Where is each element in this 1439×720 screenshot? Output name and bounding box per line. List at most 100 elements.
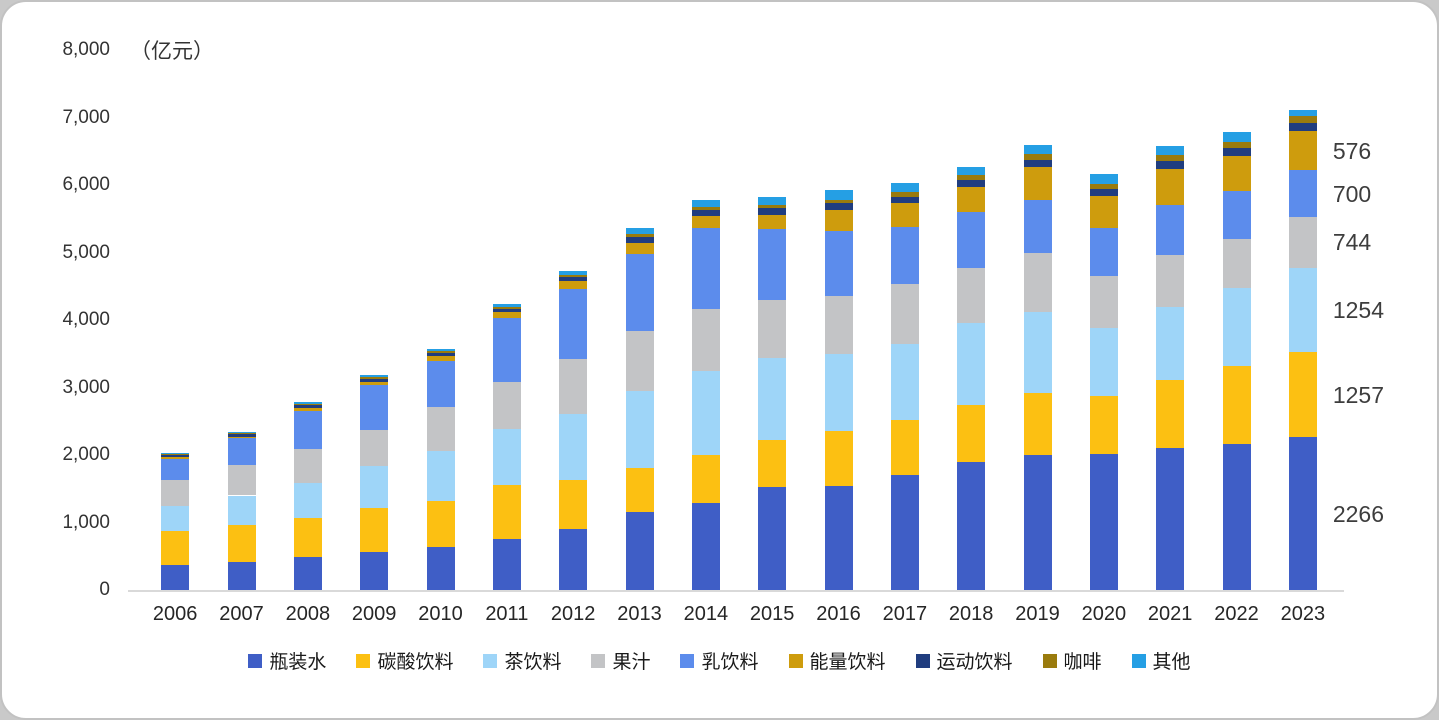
- legend-label: 能量饮料: [809, 652, 886, 673]
- bar-segment-果汁: [824, 296, 853, 355]
- legend-swatch-icon: [483, 653, 498, 668]
- y-tick-label: 0: [99, 579, 110, 600]
- y-tick-label: 3,000: [62, 376, 110, 398]
- x-tick-label: 2020: [1081, 603, 1127, 625]
- legend-swatch-icon: [248, 653, 263, 668]
- bar-segment-乳饮料: [625, 254, 654, 331]
- y-tick-label: 1,000: [62, 511, 110, 533]
- x-tick-label: 2015: [749, 603, 795, 625]
- bar-segment-咖啡: [758, 205, 787, 209]
- bar-segment-瓶装水: [1222, 444, 1251, 590]
- bar-segment-碳酸饮料: [957, 405, 986, 462]
- y-tick-label: 7,000: [62, 106, 110, 128]
- legend: 瓶装水 碳酸饮料 茶饮料 果汁 乳饮料 能量饮料 运动饮料 咖啡 其他: [2, 647, 1437, 674]
- bar-segment-瓶装水: [758, 487, 787, 590]
- bar-segment-茶饮料: [227, 495, 256, 526]
- bar-segment-瓶装水: [1023, 454, 1052, 590]
- bar-segment-运动饮料: [957, 179, 986, 187]
- bar-segment-瓶装水: [559, 528, 588, 590]
- legend-item-运动饮料: 运动饮料: [915, 647, 1013, 674]
- bar-segment-瓶装水: [161, 565, 190, 590]
- bar-segment-能量饮料: [492, 312, 521, 318]
- bar-2019: [1023, 144, 1052, 590]
- bar-segment-茶饮料: [1089, 327, 1118, 396]
- bar-segment-咖啡: [824, 199, 853, 204]
- bar-segment-能量饮料: [758, 215, 787, 229]
- bar-segment-咖啡: [360, 377, 389, 379]
- bar-segment-果汁: [1288, 217, 1317, 268]
- x-tick-label: 2016: [816, 603, 861, 625]
- legend-swatch-icon: [915, 653, 930, 668]
- bar-segment-乳饮料: [691, 228, 720, 310]
- bar-segment-其他: [1156, 145, 1185, 156]
- bar-segment-能量饮料: [1288, 131, 1317, 171]
- y-tick-label: 6,000: [62, 174, 110, 195]
- bar-segment-咖啡: [957, 174, 986, 180]
- bar-segment-茶饮料: [559, 413, 588, 480]
- bar-segment-运动饮料: [691, 209, 720, 217]
- bar-segment-果汁: [426, 407, 455, 451]
- bar-segment-其他: [1222, 132, 1251, 142]
- legend-label: 咖啡: [1063, 652, 1102, 673]
- bar-segment-乳饮料: [161, 458, 190, 481]
- bar-segment-能量饮料: [1089, 196, 1118, 228]
- bar-segment-瓶装水: [957, 461, 986, 590]
- bar-segment-能量饮料: [227, 436, 256, 439]
- legend-item-瓶装水: 瓶装水: [248, 647, 326, 674]
- bar-segment-咖啡: [559, 274, 588, 278]
- x-tick-label: 2008: [285, 603, 331, 625]
- legend-label: 运动饮料: [936, 652, 1013, 673]
- legend-item-能量饮料: 能量饮料: [788, 647, 886, 674]
- bar-segment-咖啡: [161, 453, 190, 455]
- bar-segment-能量饮料: [360, 381, 389, 386]
- x-tick-label: 2022: [1214, 603, 1259, 625]
- bar-segment-咖啡: [890, 192, 919, 197]
- bar-segment-其他: [492, 303, 521, 307]
- bar-segment-碳酸饮料: [824, 431, 853, 487]
- bar-segment-碳酸饮料: [890, 420, 919, 476]
- legend-item-碳酸饮料: 碳酸饮料: [356, 647, 453, 674]
- bar-segment-咖啡: [1023, 154, 1052, 160]
- bar-segment-其他: [426, 348, 455, 352]
- bar-segment-瓶装水: [293, 556, 322, 590]
- bar-segment-果汁: [957, 268, 986, 324]
- legend-label: 茶饮料: [504, 652, 562, 673]
- bar-segment-瓶装水: [227, 561, 256, 590]
- bar-segment-其他: [1089, 173, 1118, 184]
- bar-segment-运动饮料: [1222, 147, 1251, 156]
- bar-segment-果汁: [492, 381, 521, 429]
- bar-segment-乳饮料: [426, 360, 455, 408]
- bar-2008: [293, 402, 322, 590]
- bar-segment-其他: [227, 431, 256, 433]
- bar-segment-乳饮料: [1222, 190, 1251, 240]
- bar-segment-碳酸饮料: [426, 500, 455, 548]
- x-tick-label: 2007: [219, 603, 264, 625]
- bar-segment-乳饮料: [957, 211, 986, 269]
- bar-segment-其他: [758, 196, 787, 206]
- bar-segment-碳酸饮料: [161, 531, 190, 566]
- value-label-果汁: 744: [1332, 229, 1372, 256]
- bar-segment-碳酸饮料: [758, 440, 787, 488]
- bar-segment-运动饮料: [890, 196, 919, 204]
- value-label-茶饮料: 1254: [1332, 296, 1384, 323]
- bar-segment-碳酸饮料: [492, 485, 521, 540]
- bar-segment-茶饮料: [492, 429, 521, 486]
- bar-segment-果汁: [1222, 239, 1251, 288]
- bar-segment-能量饮料: [426, 356, 455, 361]
- bar-segment-茶饮料: [890, 343, 919, 421]
- bar-2018: [957, 166, 986, 590]
- legend-label: 乳饮料: [701, 652, 759, 673]
- bar-segment-其他: [625, 228, 654, 235]
- bar-2015: [758, 196, 787, 590]
- bar-segment-能量饮料: [691, 216, 720, 229]
- bar-segment-乳饮料: [1023, 200, 1052, 254]
- bar-segment-其他: [691, 200, 720, 207]
- bar-2007: [227, 431, 256, 590]
- bar-segment-其他: [1288, 110, 1317, 117]
- bar-segment-茶饮料: [1023, 311, 1052, 394]
- bar-segment-果汁: [1156, 255, 1185, 307]
- bar-segment-茶饮料: [625, 390, 654, 469]
- x-tick-label: 2010: [418, 603, 463, 625]
- bar-segment-其他: [161, 452, 190, 454]
- bar-segment-碳酸饮料: [1156, 379, 1185, 449]
